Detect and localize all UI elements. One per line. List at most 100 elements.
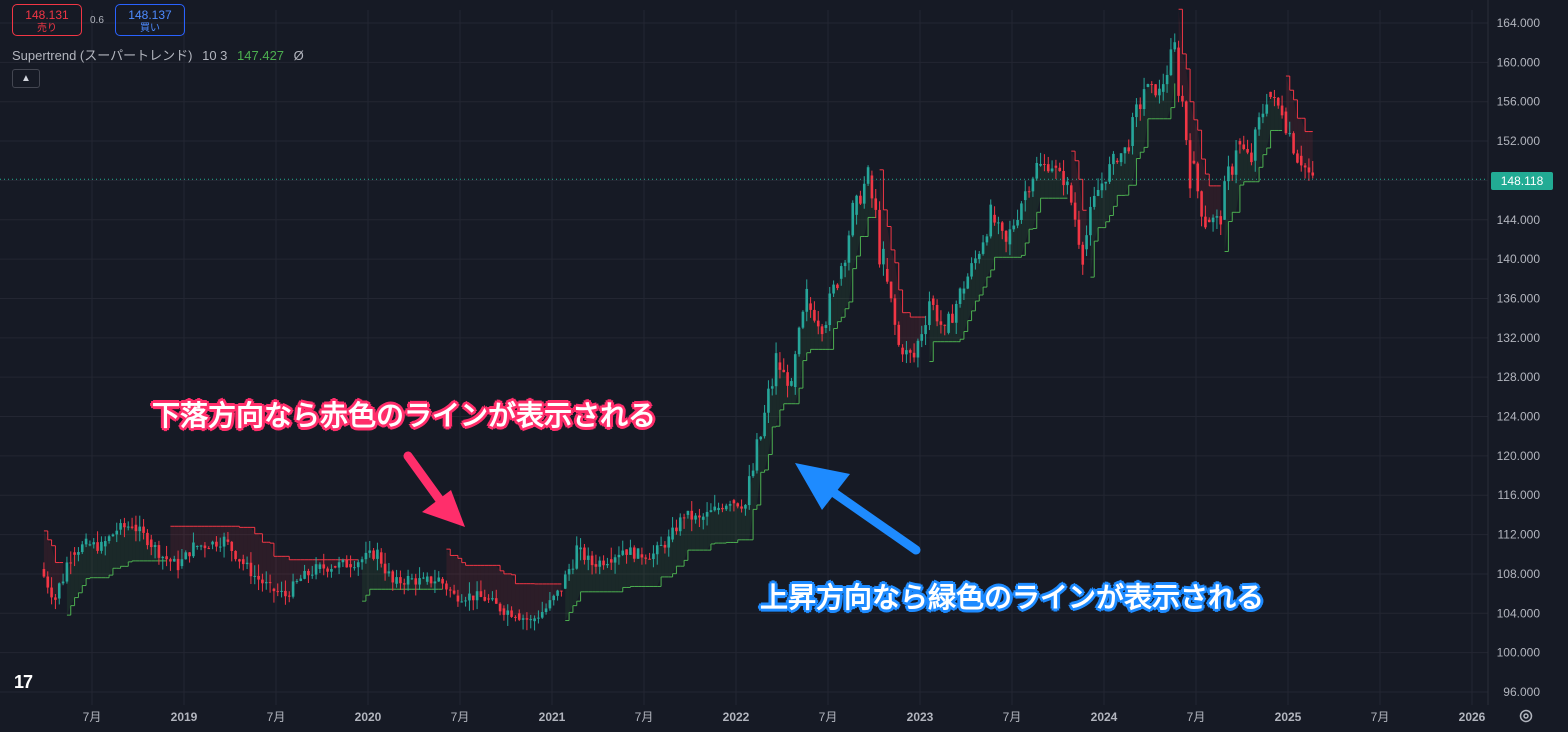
candle-body <box>713 506 717 511</box>
x-tick-label: 2021 <box>539 710 566 724</box>
candle <box>287 591 291 603</box>
candle <box>882 241 885 276</box>
indicator-legend[interactable]: Supertrend (スーパートレンド) 10 3 147.427 Ø <box>12 45 304 64</box>
supertrend-fill-segment <box>676 524 681 567</box>
candle <box>1092 186 1096 210</box>
candle-body <box>1234 150 1238 175</box>
candle-body <box>1012 225 1016 230</box>
supertrend-fill-segment <box>910 317 915 356</box>
candle <box>782 358 786 373</box>
candle <box>613 554 617 574</box>
candle-body <box>809 303 812 310</box>
candle <box>793 350 797 395</box>
candle <box>594 554 598 574</box>
supertrend-fill-segment <box>530 583 535 620</box>
candle-body <box>885 268 889 282</box>
candle-body <box>1242 144 1246 149</box>
candle-body <box>268 582 272 584</box>
supertrend-fill-segment <box>1224 173 1229 252</box>
buy-button[interactable]: 148.137 買い <box>115 4 185 36</box>
candle <box>126 521 130 531</box>
candle <box>123 517 126 538</box>
candle <box>249 552 253 585</box>
candle-body <box>594 564 598 567</box>
candle-body <box>1069 185 1073 203</box>
supertrend-fill-segment <box>691 515 696 551</box>
supertrend-fill-segment <box>1274 97 1279 131</box>
candle-body <box>356 562 360 568</box>
candle <box>797 326 801 357</box>
candle-body <box>540 612 544 618</box>
candle-body <box>395 577 398 584</box>
supertrend-fill-segment <box>381 557 386 590</box>
supertrend-fill-segment <box>684 512 688 561</box>
supertrend-fill-segment <box>208 526 213 549</box>
candle-body <box>598 560 602 567</box>
candle <box>84 533 88 548</box>
candle-body <box>874 198 878 210</box>
x-tick-label: 7月 <box>635 710 654 724</box>
sell-label: 売り <box>37 23 57 34</box>
candle <box>356 559 360 576</box>
candle <box>606 557 609 569</box>
candle <box>774 342 778 395</box>
candle <box>276 583 280 597</box>
candle-body <box>625 549 628 555</box>
candle <box>1138 97 1142 121</box>
candle <box>763 404 766 439</box>
candle-body <box>924 325 927 335</box>
candle <box>1069 182 1073 206</box>
supertrend-fill-segment <box>630 551 635 587</box>
supertrend-fill-segment <box>833 286 838 329</box>
annotation-down-text: 下落方向なら赤色のラインが表示される <box>152 399 657 432</box>
y-tick-label: 132.000 <box>1497 331 1541 345</box>
supertrend-fill-segment <box>848 219 853 302</box>
candle <box>318 562 322 574</box>
candle <box>130 517 134 530</box>
supertrend-fill <box>43 9 1313 621</box>
y-tick-label: 100.000 <box>1497 646 1541 660</box>
candle-body <box>360 559 364 563</box>
candle <box>1016 209 1019 229</box>
candle-body <box>272 588 276 592</box>
candle-body <box>1154 84 1157 96</box>
candle <box>870 170 874 208</box>
supertrend-fill-segment <box>891 249 895 312</box>
candle-body <box>491 598 494 600</box>
candle <box>418 567 421 590</box>
candle-body <box>847 235 851 263</box>
candle-body <box>487 598 490 600</box>
gear-icon[interactable] <box>1518 708 1534 724</box>
candle <box>721 503 724 513</box>
x-tick-label: 7月 <box>1003 710 1022 724</box>
supertrend-fill-segment <box>151 543 156 561</box>
candle-body <box>1165 75 1169 85</box>
candle-body <box>211 541 214 545</box>
candle-body <box>567 569 571 575</box>
y-tick-label: 140.000 <box>1497 252 1541 266</box>
candle-body <box>751 470 755 477</box>
candle <box>759 436 763 441</box>
y-tick-label: 156.000 <box>1497 95 1541 109</box>
sell-button[interactable]: 148.131 売り <box>12 4 82 36</box>
supertrend-fill-segment <box>649 556 654 587</box>
candle-body <box>379 552 383 564</box>
candle-body <box>694 515 697 520</box>
candle-body <box>1089 206 1092 236</box>
candle <box>372 547 375 561</box>
candle-body <box>709 510 713 512</box>
candle-body <box>836 284 839 289</box>
x-tick-label: 7月 <box>83 710 102 724</box>
candle-body <box>126 526 130 528</box>
candle <box>855 194 858 225</box>
candle <box>510 606 513 618</box>
candle-body <box>1027 191 1031 193</box>
candle <box>602 555 605 570</box>
candle-body <box>740 506 743 509</box>
chevron-up-icon[interactable]: ▲ <box>12 69 40 88</box>
candle-body <box>353 567 356 569</box>
supertrend-fill-segment <box>760 424 765 473</box>
candle-body <box>1161 84 1165 92</box>
hidden-icon[interactable]: Ø <box>293 48 304 63</box>
